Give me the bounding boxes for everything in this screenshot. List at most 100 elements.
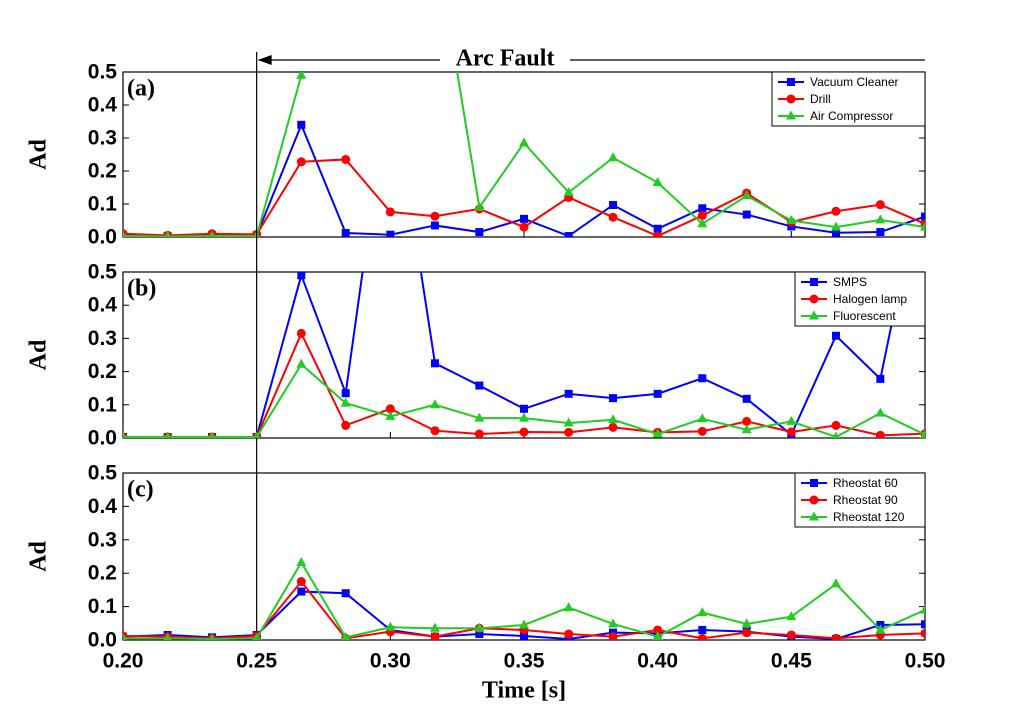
marker (296, 358, 307, 368)
marker (430, 221, 439, 230)
y-tick-label: 0.2 (88, 160, 117, 183)
marker (475, 381, 484, 390)
marker (831, 228, 840, 237)
marker (297, 120, 306, 129)
panel-label: (b) (127, 276, 156, 302)
legend-marker (809, 495, 819, 505)
marker (652, 177, 663, 187)
marker (608, 212, 618, 222)
marker (608, 414, 619, 424)
marker (652, 428, 663, 438)
marker (742, 394, 751, 403)
marker (564, 389, 573, 398)
x-tick-label: 0.30 (370, 650, 411, 673)
marker (786, 630, 796, 640)
marker (741, 424, 752, 434)
plot-area (123, 557, 925, 640)
marker (208, 633, 216, 640)
annotation-text: Arc Fault (456, 46, 555, 72)
marker (697, 426, 707, 436)
marker (609, 200, 618, 209)
marker (786, 215, 797, 224)
marker (341, 389, 350, 398)
marker (385, 410, 396, 420)
y-tick-label: 0.5 (88, 462, 118, 485)
y-tick-label: 0.0 (88, 629, 117, 652)
legend-label: Fluorescent (833, 309, 896, 323)
marker (875, 200, 885, 210)
marker (341, 420, 351, 430)
marker (741, 190, 752, 200)
marker (652, 631, 663, 640)
marker (430, 211, 440, 221)
marker (475, 228, 484, 237)
marker (430, 359, 439, 368)
plot-area (123, 69, 925, 438)
marker (164, 230, 172, 237)
marker (564, 232, 573, 237)
legend-label: Vacuum Cleaner (810, 75, 899, 89)
marker (831, 633, 841, 640)
y-tick-label: 0.5 (88, 61, 118, 84)
marker (429, 622, 440, 632)
legend-marker (787, 78, 795, 86)
plot-frame (122, 271, 926, 439)
marker (697, 633, 707, 640)
marker (875, 407, 886, 417)
marker (697, 218, 708, 228)
marker (519, 427, 529, 437)
legend-marker (809, 294, 819, 304)
marker (519, 137, 529, 147)
marker (385, 404, 395, 414)
marker (519, 412, 529, 422)
marker (520, 631, 528, 640)
marker (252, 632, 261, 640)
marker (341, 631, 351, 640)
marker (123, 230, 127, 237)
marker (429, 399, 440, 409)
marker (875, 430, 885, 438)
marker (742, 210, 751, 219)
y-axis-label: Ad (26, 339, 52, 370)
legend-marker (810, 479, 818, 487)
marker (875, 214, 886, 224)
marker (296, 577, 306, 587)
legend-label: Rheostat 120 (833, 510, 905, 524)
plot-frame (122, 71, 926, 238)
marker (430, 632, 440, 640)
marker (830, 221, 841, 231)
marker (698, 204, 707, 213)
marker (474, 201, 485, 211)
marker (830, 578, 841, 588)
marker (164, 431, 172, 438)
marker (564, 629, 574, 639)
marker (474, 429, 484, 438)
y-tick-label: 0.4 (88, 495, 118, 518)
arrow-head (257, 55, 272, 65)
marker (123, 431, 127, 438)
marker (831, 331, 840, 340)
marker (386, 69, 394, 77)
marker (563, 186, 574, 196)
marker (875, 624, 886, 634)
marker (386, 230, 395, 237)
marker (474, 622, 485, 632)
marker (296, 157, 306, 167)
legend-marker (786, 110, 796, 120)
marker (296, 328, 306, 338)
x-tick-label: 0.25 (236, 650, 277, 673)
marker (876, 374, 885, 383)
marker (430, 426, 440, 436)
marker (741, 618, 752, 628)
marker (742, 416, 752, 426)
marker (786, 611, 797, 621)
marker (786, 427, 796, 437)
marker (519, 619, 529, 629)
marker (653, 224, 662, 233)
marker (520, 214, 528, 223)
y-tick-label: 0.0 (88, 427, 117, 450)
marker (297, 587, 306, 596)
legend-label: Air Compressor (810, 109, 893, 123)
plot-frame (122, 472, 926, 641)
y-tick-label: 0.3 (88, 127, 117, 150)
